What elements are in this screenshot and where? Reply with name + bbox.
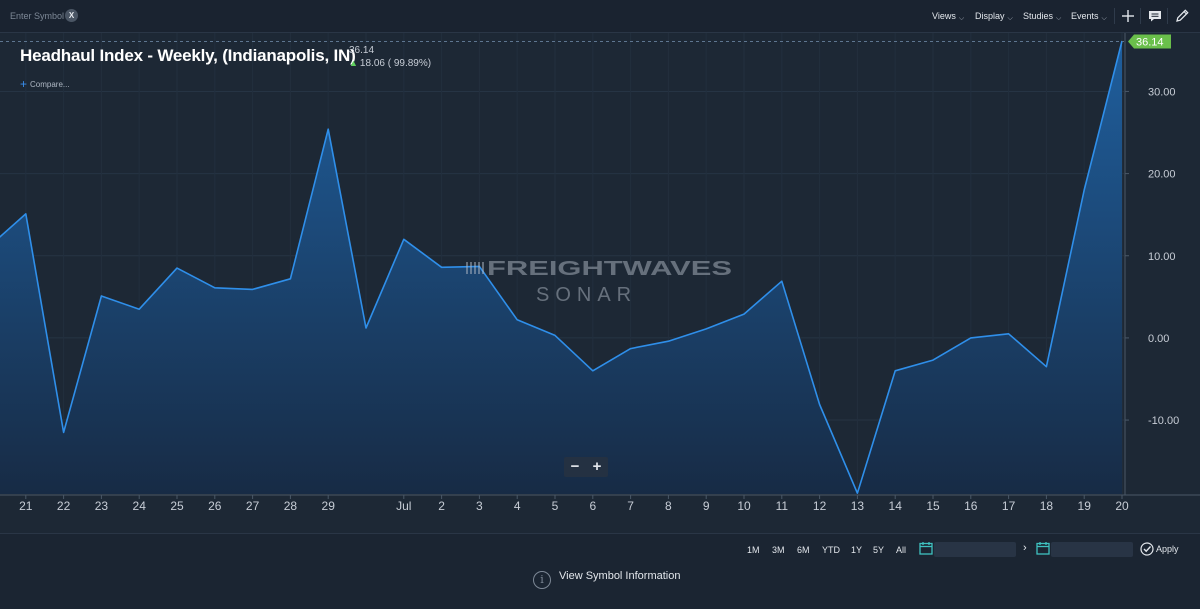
crosshair-icon[interactable]	[1119, 7, 1137, 25]
chart-area[interactable]: -10.00 0.00 10.00 20.00 30.00 21 22 23 24 25 26 27…	[0, 33, 1200, 533]
x-tick-label: Jul	[396, 499, 411, 513]
top-toolbar: Enter Symbol X Views ⌵ Display ⌵ Studies ⌵ …	[0, 0, 1200, 33]
y-tick-label: 30.00	[1148, 86, 1176, 98]
toolbar-divider	[1114, 8, 1115, 24]
x-tick-label: 4	[514, 499, 521, 513]
x-tick-label: 11	[776, 499, 789, 513]
x-tick-label: 5	[552, 499, 559, 513]
check-circle-icon	[1140, 542, 1154, 556]
range-1m-button[interactable]: 1M	[747, 545, 760, 555]
plus-icon: +	[20, 77, 28, 91]
toolbar-divider	[1140, 8, 1141, 24]
toolbar-divider	[1167, 8, 1168, 24]
views-menu[interactable]: Views ⌵	[932, 11, 964, 22]
end-date-input[interactable]	[1051, 542, 1133, 557]
calendar-icon[interactable]	[919, 541, 933, 555]
symbol-input[interactable]: Enter Symbol	[10, 11, 65, 21]
range-1y-button[interactable]: 1Y	[851, 545, 863, 555]
last-value-badge-shape	[1128, 34, 1171, 49]
events-menu[interactable]: Events ⌵	[1071, 11, 1107, 22]
chevron-down-icon: ⌵	[1101, 15, 1107, 22]
last-value-badge: 36.14	[1128, 34, 1171, 49]
x-tick-label: 8	[665, 499, 672, 513]
x-tick-label: 22	[57, 499, 71, 513]
clear-symbol-button[interactable]: X	[65, 9, 78, 22]
x-tick-label: 19	[1078, 499, 1092, 513]
bottom-bar: 1M 3M 6M YTD 1Y 5Y All › Apply i View Sym…	[0, 533, 1200, 609]
freightwaves-logo-icon	[466, 262, 484, 274]
display-menu-label: Display	[975, 11, 1005, 21]
chevron-down-icon: ⌵	[958, 15, 965, 22]
x-tick-label: 25	[170, 499, 184, 513]
studies-menu-label: Studies	[1023, 11, 1054, 21]
x-tick-label: 10	[737, 499, 751, 513]
y-tick-label: -10.00	[1148, 415, 1179, 427]
studies-menu[interactable]: Studies ⌵	[1023, 11, 1061, 22]
display-menu[interactable]: Display ⌵	[975, 11, 1013, 22]
last-value: 36.14	[349, 45, 375, 56]
axes	[0, 33, 1200, 496]
view-symbol-info-button[interactable]: i View Symbol Information	[533, 570, 680, 589]
x-tick-label: 6	[589, 499, 596, 513]
y-tick-label: 20.00	[1148, 169, 1176, 181]
range-3m-button[interactable]: 3M	[772, 545, 785, 555]
x-tick-label: 28	[284, 499, 298, 513]
range-ytd-button[interactable]: YTD	[822, 545, 840, 555]
x-tick-label: 26	[208, 499, 222, 513]
x-tick-label: 17	[1002, 499, 1016, 513]
x-tick-label: 9	[703, 499, 710, 513]
x-tick-label: 24	[133, 499, 147, 513]
x-tick-label: 13	[851, 499, 865, 513]
comment-icon[interactable]	[1146, 7, 1164, 25]
x-tick-label: 27	[246, 499, 260, 513]
start-date-input[interactable]	[934, 542, 1016, 557]
watermark: FREIGHTWAVES SONAR	[466, 258, 732, 306]
apply-label: Apply	[1156, 544, 1179, 554]
events-menu-label: Events	[1071, 11, 1099, 21]
x-tick-label: 12	[813, 499, 827, 513]
series-line	[0, 40, 1123, 494]
x-tick-label: 15	[926, 499, 940, 513]
y-tick-label: 0.00	[1148, 333, 1169, 345]
x-tick-label: 29	[322, 499, 336, 513]
range-all-button[interactable]: All	[896, 545, 907, 555]
chevron-down-icon: ⌵	[1056, 15, 1062, 22]
area-fill	[0, 41, 1122, 494]
pencil-icon[interactable]	[1173, 7, 1191, 25]
zoom-controls: − +	[564, 457, 608, 477]
compare-button[interactable]: + Compare...	[20, 77, 70, 91]
x-axis-ticks: 21 22 23 24 25 26 27 28 29 Jul 2 3 4 5 6 7 8 9 10 11 12 13 14 1…	[19, 495, 1129, 513]
x-tick-label: 14	[889, 499, 903, 513]
x-tick-label: 23	[95, 499, 109, 513]
zoom-out-button[interactable]: −	[570, 458, 580, 475]
x-tick-label: 7	[627, 499, 634, 513]
x-tick-label: 21	[19, 499, 33, 513]
chart-title: Headhaul Index - Weekly, (Indianapolis, …	[20, 46, 356, 65]
chevron-down-icon: ⌵	[1007, 15, 1013, 22]
date-range-arrow: ›	[1023, 542, 1027, 554]
y-tick-label: 10.00	[1148, 251, 1176, 263]
apply-button[interactable]: Apply	[1140, 542, 1179, 556]
y-axis-ticks: -10.00 0.00 10.00 20.00 30.00	[1125, 86, 1179, 427]
range-6m-button[interactable]: 6M	[797, 545, 810, 555]
change-text: 18.06 ( 99.89%)	[359, 58, 432, 69]
watermark-line1: FREIGHTWAVES	[487, 258, 732, 280]
x-tick-label: 16	[964, 499, 978, 513]
info-icon: i	[533, 571, 551, 589]
view-symbol-info-label: View Symbol Information	[559, 570, 681, 582]
zoom-in-button[interactable]: +	[592, 458, 602, 475]
change-value: ▲ 18.06 ( 99.89%)	[349, 58, 431, 69]
last-value-badge-text: 36.14	[1136, 37, 1164, 49]
range-5y-button[interactable]: 5Y	[873, 545, 885, 555]
views-menu-label: Views	[932, 11, 956, 21]
x-tick-label: 3	[476, 499, 483, 513]
x-tick-label: 20	[1115, 499, 1129, 513]
x-tick-label: 18	[1040, 499, 1054, 513]
calendar-icon[interactable]	[1036, 541, 1050, 555]
compare-label: Compare...	[30, 80, 70, 89]
x-tick-label: 2	[438, 499, 445, 513]
up-arrow-icon: ▲	[349, 58, 358, 68]
watermark-line2: SONAR	[536, 284, 637, 306]
